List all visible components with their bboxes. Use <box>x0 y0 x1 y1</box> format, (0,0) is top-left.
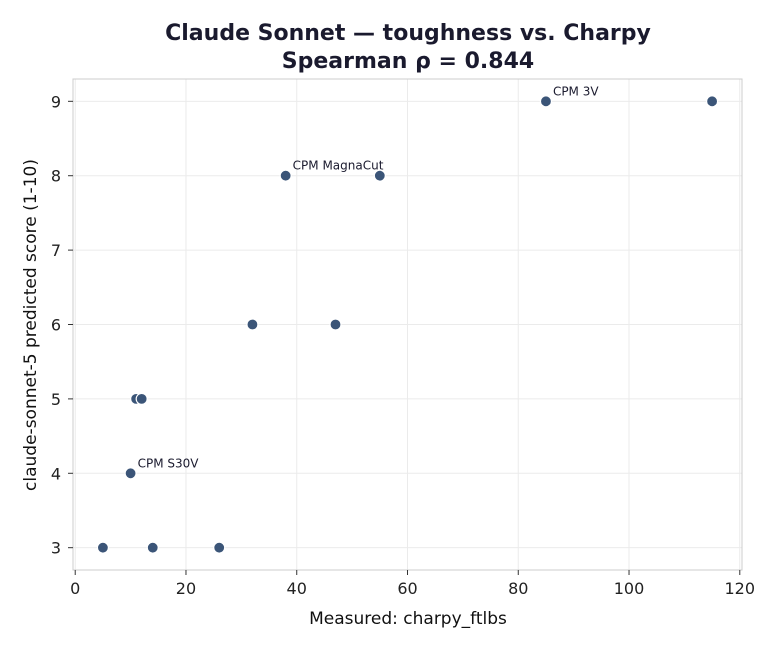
y-tick-label: 9 <box>51 92 61 111</box>
data-point <box>539 95 553 108</box>
data-point <box>329 318 342 331</box>
data-point <box>213 541 226 554</box>
x-tick-label: 80 <box>508 579 528 598</box>
data-points <box>96 95 719 554</box>
y-tick-label: 4 <box>51 464 61 483</box>
y-tick-label: 3 <box>51 539 61 558</box>
axis-ticks: 0 20 40 60 80 100 120 3 4 5 6 7 8 9 <box>51 92 755 598</box>
data-point <box>373 169 386 182</box>
y-tick-label: 8 <box>51 167 61 186</box>
point-annotation: CPM 3V <box>553 84 599 98</box>
data-point <box>246 318 259 331</box>
x-tick-label: 20 <box>176 579 196 598</box>
point-annotations: CPM S30V CPM MagnaCut CPM 3V <box>138 84 600 470</box>
y-tick-label: 7 <box>51 241 61 260</box>
grid <box>73 79 742 570</box>
x-tick-label: 120 <box>725 579 756 598</box>
y-axis-label: claude-sonnet-5 predicted score (1-10) <box>21 159 41 491</box>
data-point <box>135 392 148 405</box>
x-tick-label: 100 <box>614 579 645 598</box>
x-tick-label: 40 <box>287 579 307 598</box>
x-axis-label: Measured: charpy_ftlbs <box>309 609 507 629</box>
point-annotation: CPM MagnaCut <box>293 159 384 173</box>
y-tick-label: 5 <box>51 390 61 409</box>
data-point <box>279 169 292 182</box>
chart-title: Claude Sonnet — toughness vs. Charpy <box>165 21 651 46</box>
data-point <box>96 541 110 554</box>
x-tick-label: 0 <box>70 579 80 598</box>
data-point <box>146 541 159 554</box>
y-tick-label: 6 <box>51 316 61 335</box>
x-tick-label: 60 <box>397 579 417 598</box>
data-point <box>124 467 137 480</box>
data-point <box>705 95 719 108</box>
point-annotation: CPM S30V <box>138 456 200 470</box>
chart-subtitle: Spearman ρ = 0.844 <box>282 49 534 74</box>
